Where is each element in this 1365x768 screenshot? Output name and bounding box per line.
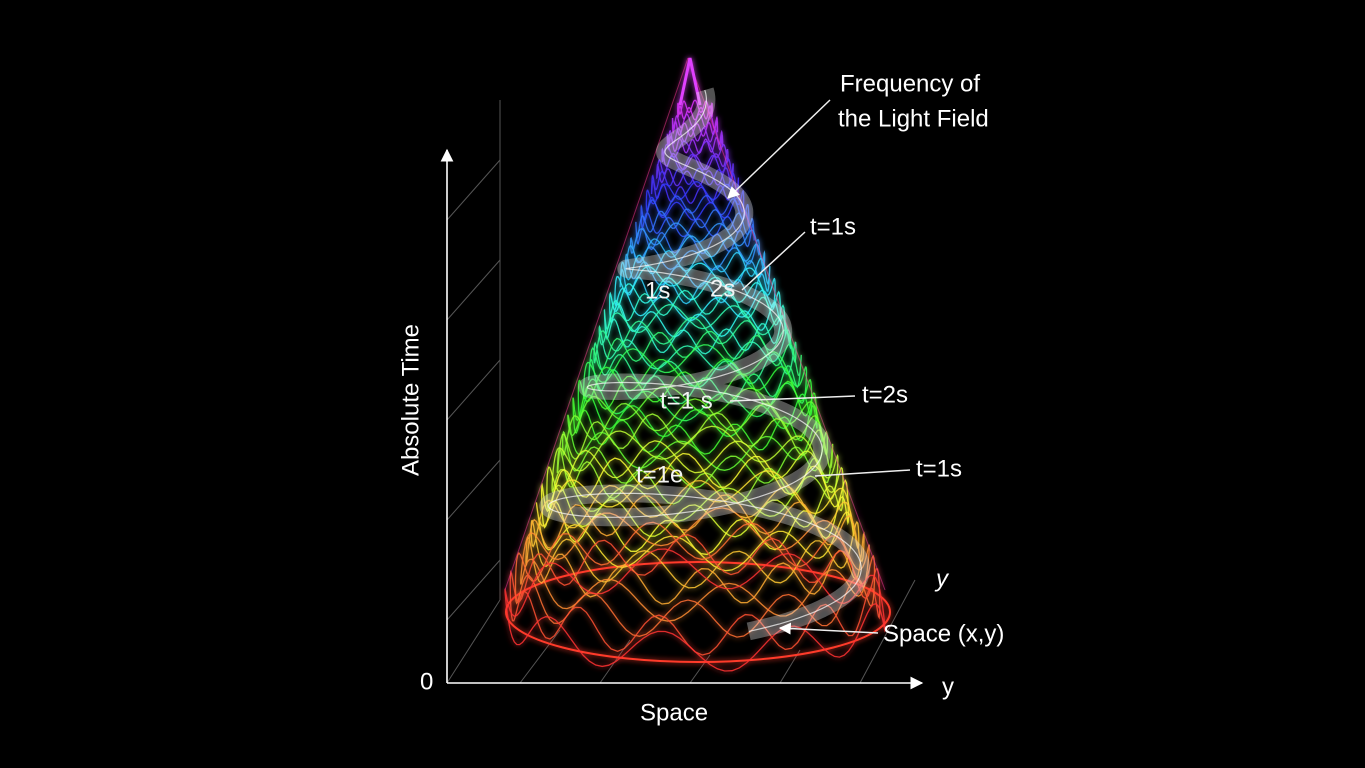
axis-end-label: y (942, 673, 954, 700)
inner-label: 2s (710, 275, 735, 302)
wave-ring (561, 398, 829, 489)
y-axis-title: Absolute Time (397, 324, 424, 476)
cone (504, 57, 891, 672)
title-line: the Light Field (838, 105, 989, 132)
wave-ring (520, 507, 870, 622)
axes (440, 148, 924, 690)
wave-ring (640, 195, 750, 238)
inner-label: t=1 s (660, 387, 713, 414)
wave-ring (598, 303, 792, 371)
inner-label: 1s (645, 277, 670, 304)
x-axis-title: Space (640, 699, 708, 726)
cone-edge (687, 57, 886, 591)
cone-edge (504, 57, 689, 591)
wave-ring (661, 140, 729, 171)
wave-ring (514, 521, 876, 638)
wave-ring (609, 276, 781, 338)
wave-ring (535, 466, 855, 572)
wave-ring (671, 113, 719, 138)
back-wall (446, 100, 916, 684)
time-label: t=1s (810, 213, 856, 240)
wave-ring (629, 222, 761, 271)
wave-ring (650, 167, 740, 204)
wave-ring (546, 440, 844, 538)
origin-label: 0 (420, 668, 433, 695)
wave-ring (614, 262, 776, 322)
wave-ring (572, 371, 818, 455)
ribbon-edge (547, 89, 862, 632)
depth-label: y (934, 565, 950, 592)
wave-ring (619, 248, 771, 305)
base-ellipse (505, 561, 891, 663)
cone-tip (678, 57, 702, 106)
title-line: Frequency of (840, 70, 980, 97)
leaders (727, 99, 911, 635)
time-label: t=2s (862, 381, 908, 408)
time-label: t=1s (916, 455, 962, 482)
wave-ring (666, 126, 724, 155)
spiral-ribbon (539, 82, 871, 641)
space-label: Space (x,y) (883, 620, 1004, 647)
inner-label: t=1e (636, 461, 683, 488)
wave-ring (525, 494, 865, 605)
wave-ring (509, 534, 881, 656)
wave-ring (551, 425, 839, 522)
wave-ring (624, 235, 766, 288)
